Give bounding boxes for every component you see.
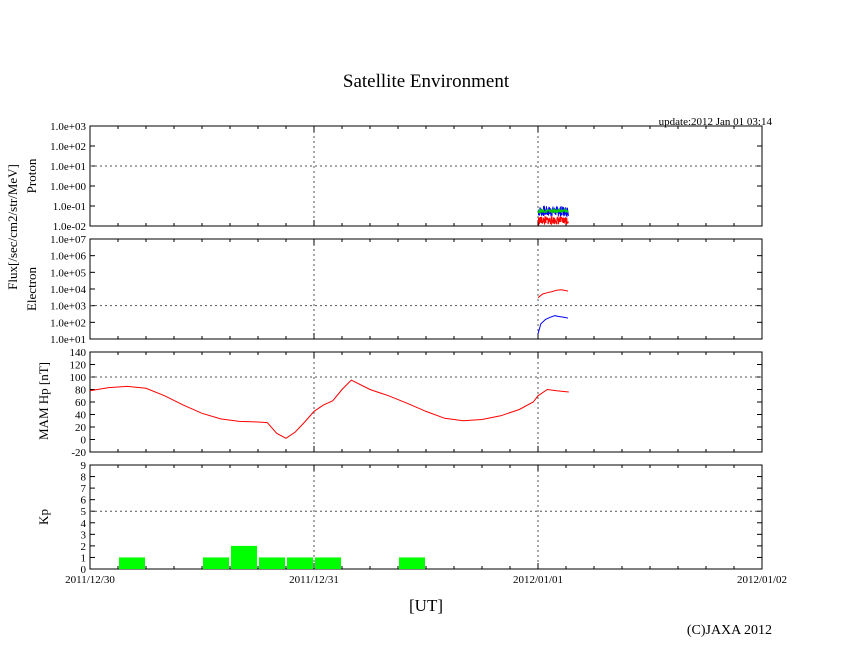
proton-ytick-label: 1.0e+03	[50, 121, 86, 133]
kp-ytick-label: 2	[81, 541, 87, 553]
proton-ytick-label: 1.0e+00	[50, 181, 86, 193]
kp-bar-2	[231, 545, 257, 569]
electron-ylabel: Electron	[24, 266, 39, 311]
mam_hp-ytick-label: 40	[75, 410, 87, 422]
kp-ytick-label: 0	[81, 564, 87, 576]
proton-frame	[89, 125, 763, 227]
mam_hp-ytick-label: -20	[71, 447, 86, 459]
proton-series-1	[537, 207, 569, 215]
proton-ylabel: Proton	[24, 158, 39, 193]
electron-ytick-label: 1.0e+05	[50, 267, 86, 279]
x-tick-label: 2012/01/01	[513, 574, 563, 586]
mam_hp-ytick-label: 80	[75, 385, 87, 397]
electron-series-1	[537, 315, 569, 335]
update-timestamp: update:2012 Jan 01 03:14	[659, 116, 773, 128]
mam_hp-ytick-label: 100	[70, 372, 87, 384]
mam_hp-series-0	[89, 379, 569, 439]
x-tick-label: 2011/12/31	[289, 574, 339, 586]
proton-series-2	[537, 215, 569, 227]
kp-bar-1	[203, 557, 229, 569]
kp-bar-0	[119, 557, 145, 569]
kp-ytick-label: 9	[81, 460, 87, 472]
electron-ytick-label: 1.0e+02	[50, 317, 86, 329]
x-axis-label: [UT]	[409, 596, 443, 615]
x-tick-label: 2011/12/30	[65, 574, 115, 586]
proton-ytick-label: 1.0e-01	[53, 201, 86, 213]
mam_hp-frame	[89, 351, 763, 453]
kp-bar-5	[315, 557, 341, 569]
mam_hp-ytick-label: 140	[70, 347, 87, 359]
electron-ytick-label: 1.0e+03	[50, 301, 86, 313]
proton-ytick-label: 1.0e-02	[53, 221, 86, 233]
kp-ytick-label: 3	[81, 529, 87, 541]
kp-ylabel: Kp	[36, 509, 51, 525]
mam_hp-ytick-label: 0	[81, 435, 87, 447]
kp-bar-4	[287, 557, 313, 569]
flux-axis-label: Flux[/sec/cm2/str/MeV]	[5, 164, 20, 290]
electron-series-0	[537, 289, 569, 299]
kp-frame	[89, 464, 763, 570]
copyright-text: (C)JAXA 2012	[687, 623, 772, 638]
electron-ytick-label: 1.0e+07	[50, 234, 86, 246]
proton-ytick-label: 1.0e+02	[50, 141, 86, 153]
kp-ytick-label: 7	[81, 483, 87, 495]
x-tick-label: 2012/01/02	[737, 574, 787, 586]
kp-ytick-label: 1	[81, 552, 87, 564]
chart-title: Satellite Environment	[343, 71, 510, 92]
kp-ytick-label: 6	[81, 495, 87, 507]
electron-ytick-label: 1.0e+04	[50, 284, 86, 296]
mam_hp-ytick-label: 60	[75, 397, 87, 409]
kp-ytick-label: 5	[81, 506, 87, 518]
proton-ytick-label: 1.0e+01	[50, 161, 86, 173]
kp-bar-6	[399, 557, 425, 569]
electron-ytick-label: 1.0e+06	[50, 251, 86, 263]
electron-frame	[89, 238, 763, 340]
kp-bar-3	[259, 557, 285, 569]
mam_hp-ytick-label: 120	[70, 360, 87, 372]
mam_hp-ytick-label: 20	[75, 422, 87, 434]
kp-ytick-label: 4	[81, 518, 87, 530]
kp-ytick-label: 8	[81, 472, 87, 484]
electron-ytick-label: 1.0e+01	[50, 334, 86, 346]
mam_hp-ylabel: MAM Hp [nT]	[36, 362, 51, 440]
